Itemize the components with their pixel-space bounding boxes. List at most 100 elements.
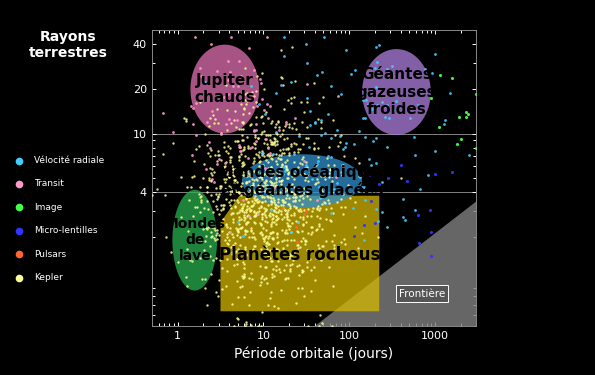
Point <box>290 184 299 190</box>
Point <box>272 162 281 168</box>
Point <box>261 156 271 162</box>
Point <box>257 129 267 135</box>
Point <box>228 216 237 222</box>
Point <box>269 303 278 309</box>
Point <box>283 175 292 181</box>
Point <box>271 136 280 142</box>
Text: Jupiter
chauds: Jupiter chauds <box>195 73 255 105</box>
Point <box>233 316 243 322</box>
Point <box>236 216 246 222</box>
Point <box>299 184 308 190</box>
Point <box>261 198 270 204</box>
Point <box>237 192 246 198</box>
Point <box>271 129 280 135</box>
Point <box>265 190 274 196</box>
Point <box>249 234 259 240</box>
Point <box>284 226 294 232</box>
Point <box>281 262 291 268</box>
Point <box>261 264 271 270</box>
Point <box>293 229 302 235</box>
Point <box>232 256 242 262</box>
Point <box>235 242 245 248</box>
Point <box>377 209 387 215</box>
Point <box>225 183 234 189</box>
Point <box>260 234 270 240</box>
Point <box>193 239 202 245</box>
Point <box>280 34 289 40</box>
Point <box>252 114 261 120</box>
Point <box>297 228 306 234</box>
Point <box>350 155 360 161</box>
Point <box>354 160 364 166</box>
Point <box>242 90 252 96</box>
Point <box>303 323 313 329</box>
Point <box>300 190 310 196</box>
Point <box>264 153 274 159</box>
Point <box>199 175 208 181</box>
Point <box>359 184 368 190</box>
Point <box>240 190 250 196</box>
Polygon shape <box>242 154 362 208</box>
Point <box>282 237 292 243</box>
Point <box>231 92 241 98</box>
Point <box>259 251 269 257</box>
Point <box>256 221 265 227</box>
Point <box>203 142 212 148</box>
Point <box>271 174 281 180</box>
Point <box>295 206 305 212</box>
Point <box>213 194 223 200</box>
Point <box>183 228 193 234</box>
Point <box>274 155 283 161</box>
Point <box>261 264 270 270</box>
Point <box>230 138 240 144</box>
Point <box>266 195 275 201</box>
Point <box>278 205 287 211</box>
Point <box>212 206 222 212</box>
Point <box>239 294 249 300</box>
Point <box>270 201 280 207</box>
Point <box>415 186 424 192</box>
Point <box>230 177 239 183</box>
Point <box>318 94 327 100</box>
Point <box>230 187 240 193</box>
Point <box>214 152 223 158</box>
Point <box>307 229 317 235</box>
Point <box>217 247 227 253</box>
Point <box>329 245 339 251</box>
Point <box>257 186 267 192</box>
Point <box>374 234 383 240</box>
Point <box>238 111 248 117</box>
Point <box>283 166 292 172</box>
Point <box>227 188 236 194</box>
Point <box>236 225 246 231</box>
Point <box>261 183 270 189</box>
Point <box>248 104 258 110</box>
Point <box>231 124 241 130</box>
Point <box>261 188 270 194</box>
Point <box>281 146 290 152</box>
Point <box>253 196 262 202</box>
Point <box>223 256 232 262</box>
Point <box>261 170 271 176</box>
Point <box>310 118 320 124</box>
Point <box>289 176 299 182</box>
Point <box>243 199 253 205</box>
Point <box>214 148 223 154</box>
Point <box>256 275 265 281</box>
Text: Planètes rocheuses: Planètes rocheuses <box>220 246 402 264</box>
Point <box>291 218 300 224</box>
Point <box>268 230 278 236</box>
Point <box>265 255 275 261</box>
Point <box>348 206 358 212</box>
Point <box>286 189 295 195</box>
Point <box>298 222 308 228</box>
Point <box>374 181 384 187</box>
Point <box>224 199 234 205</box>
Point <box>237 137 247 143</box>
Point <box>233 232 242 238</box>
Point <box>332 126 342 132</box>
Point <box>250 213 259 219</box>
Point <box>281 211 291 217</box>
Point <box>310 278 320 284</box>
Point <box>286 100 295 106</box>
